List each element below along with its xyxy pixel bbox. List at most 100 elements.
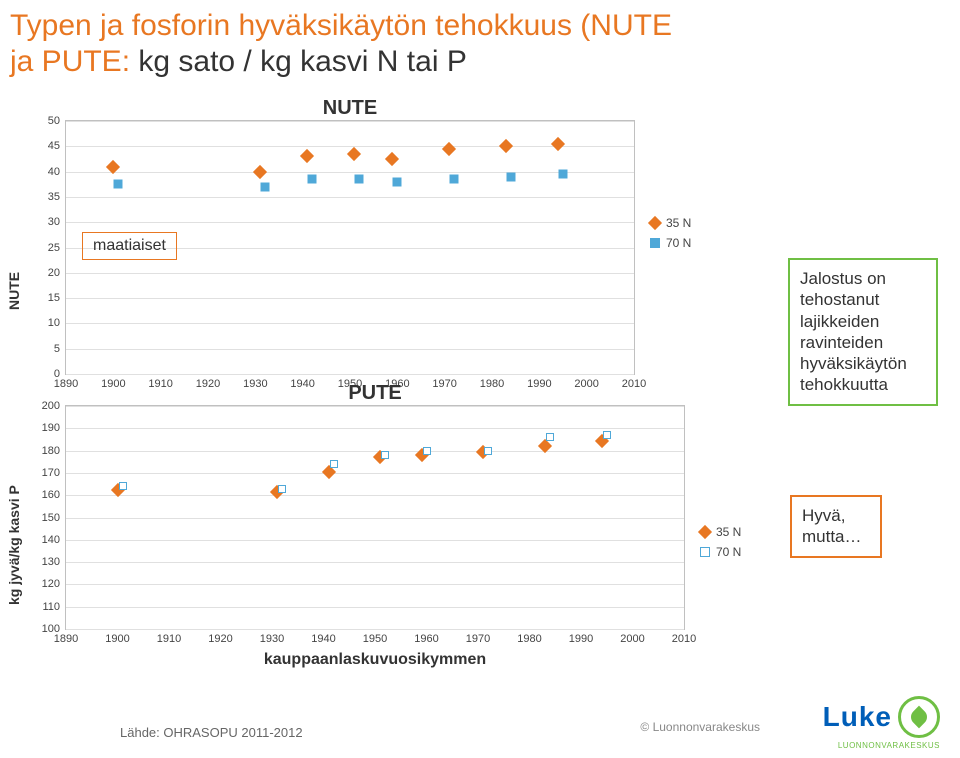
nute-chart-title: NUTE <box>323 97 377 120</box>
data-point <box>118 490 128 500</box>
x-tick-label: 1970 <box>432 374 456 390</box>
x-tick-label: 1910 <box>148 374 172 390</box>
y-tick-label: 40 <box>48 166 66 178</box>
data-point <box>422 455 432 465</box>
data-point <box>277 492 287 502</box>
y-tick-label: 20 <box>48 267 66 279</box>
x-tick-label: 1890 <box>54 629 78 645</box>
data-point <box>355 175 364 184</box>
x-tick-label: 1890 <box>54 374 78 390</box>
logo-subtext: LUONNONVARAKESKUS <box>838 741 940 750</box>
x-tick-label: 1960 <box>414 629 438 645</box>
y-tick-label: 50 <box>48 115 66 127</box>
legend-item: 70 N <box>700 545 741 559</box>
luke-logo: Luke <box>823 696 940 738</box>
x-tick-label: 1940 <box>290 374 314 390</box>
x-tick-label: 2010 <box>672 629 696 645</box>
data-point <box>393 177 402 186</box>
data-point <box>423 447 431 455</box>
pute-y-label: kg jyvä/kg kasvi P <box>6 445 22 605</box>
x-tick-label: 1980 <box>480 374 504 390</box>
y-tick-label: 180 <box>42 445 66 457</box>
data-point <box>307 156 317 166</box>
x-tick-label: 1970 <box>466 629 490 645</box>
data-point <box>558 144 568 154</box>
legend-item: 70 N <box>650 236 691 250</box>
data-point <box>559 170 568 179</box>
x-tick-label: 1990 <box>527 374 551 390</box>
nute-y-label: NUTE <box>6 190 22 310</box>
data-point <box>113 167 123 177</box>
y-tick-label: 5 <box>54 343 66 355</box>
y-tick-label: 200 <box>42 400 66 412</box>
x-tick-label: 1930 <box>243 374 267 390</box>
y-tick-label: 190 <box>42 422 66 434</box>
data-point <box>278 485 286 493</box>
data-point <box>603 431 611 439</box>
data-point <box>308 175 317 184</box>
data-point <box>119 482 127 490</box>
annotation-green-box: Jalostus on tehostanut lajikkeiden ravin… <box>788 258 938 406</box>
copyright-text: © Luonnonvarakeskus <box>640 720 760 734</box>
data-point <box>114 180 123 189</box>
y-tick-label: 120 <box>42 578 66 590</box>
data-point <box>506 172 515 181</box>
title-line2: ja PUTE: kg sato / kg kasvi N tai P <box>10 44 672 80</box>
y-tick-label: 160 <box>42 489 66 501</box>
y-tick-label: 45 <box>48 140 66 152</box>
diamond-icon <box>648 216 662 230</box>
square-icon <box>650 238 660 248</box>
x-tick-label: 2000 <box>620 629 644 645</box>
y-tick-label: 35 <box>48 191 66 203</box>
leaf-icon <box>908 706 931 729</box>
legend-item: 35 N <box>650 216 691 230</box>
annotation-orange-box: Hyvä, mutta… <box>790 495 882 558</box>
data-point <box>329 472 339 482</box>
pute-chart: kg jyvä/kg kasvi P PUTE kauppaanlaskuvuo… <box>10 405 790 665</box>
x-tick-label: 1930 <box>260 629 284 645</box>
y-tick-label: 15 <box>48 292 66 304</box>
data-point <box>330 460 338 468</box>
nute-legend: 35 N 70 N <box>650 216 691 256</box>
y-tick-label: 140 <box>42 534 66 546</box>
square-open-icon <box>700 547 710 557</box>
x-tick-label: 1900 <box>101 374 125 390</box>
x-tick-label: 2010 <box>622 374 646 390</box>
nute-chart: NUTE NUTE 051015202530354045501890190019… <box>10 120 730 400</box>
x-tick-label: 1990 <box>569 629 593 645</box>
y-tick-label: 170 <box>42 467 66 479</box>
data-point <box>260 182 269 191</box>
pute-chart-title: PUTE <box>348 382 401 405</box>
title-line1: Typen ja fosforin hyväksikäytön tehokkuu… <box>10 8 672 44</box>
y-tick-label: 150 <box>42 512 66 524</box>
x-tick-label: 2000 <box>574 374 598 390</box>
x-tick-label: 1980 <box>517 629 541 645</box>
x-tick-label: 1900 <box>105 629 129 645</box>
data-point <box>449 149 459 159</box>
data-point <box>450 175 459 184</box>
y-tick-label: 110 <box>42 601 66 613</box>
data-point <box>260 172 270 182</box>
y-tick-label: 10 <box>48 317 66 329</box>
x-tick-label: 1950 <box>363 629 387 645</box>
data-point <box>602 441 612 451</box>
pute-legend: 35 N 70 N <box>700 525 741 565</box>
x-tick-label: 1910 <box>157 629 181 645</box>
y-tick-label: 130 <box>42 556 66 568</box>
data-point <box>484 447 492 455</box>
x-tick-label: 1920 <box>208 629 232 645</box>
data-point <box>506 146 516 156</box>
x-tick-label: 1920 <box>196 374 220 390</box>
pute-plot-area: PUTE kauppaanlaskuvuosikymmen 1001101201… <box>65 405 685 630</box>
data-point <box>545 446 555 456</box>
maatiaiset-annotation: maatiaiset <box>82 232 177 260</box>
x-tick-label: 1940 <box>311 629 335 645</box>
data-point <box>546 433 554 441</box>
page-title: Typen ja fosforin hyväksikäytön tehokkuu… <box>10 8 672 80</box>
legend-item: 35 N <box>700 525 741 539</box>
data-point <box>392 159 402 169</box>
diamond-icon <box>698 525 712 539</box>
y-tick-label: 30 <box>48 216 66 228</box>
logo-text: Luke <box>823 701 892 733</box>
data-point <box>381 451 389 459</box>
